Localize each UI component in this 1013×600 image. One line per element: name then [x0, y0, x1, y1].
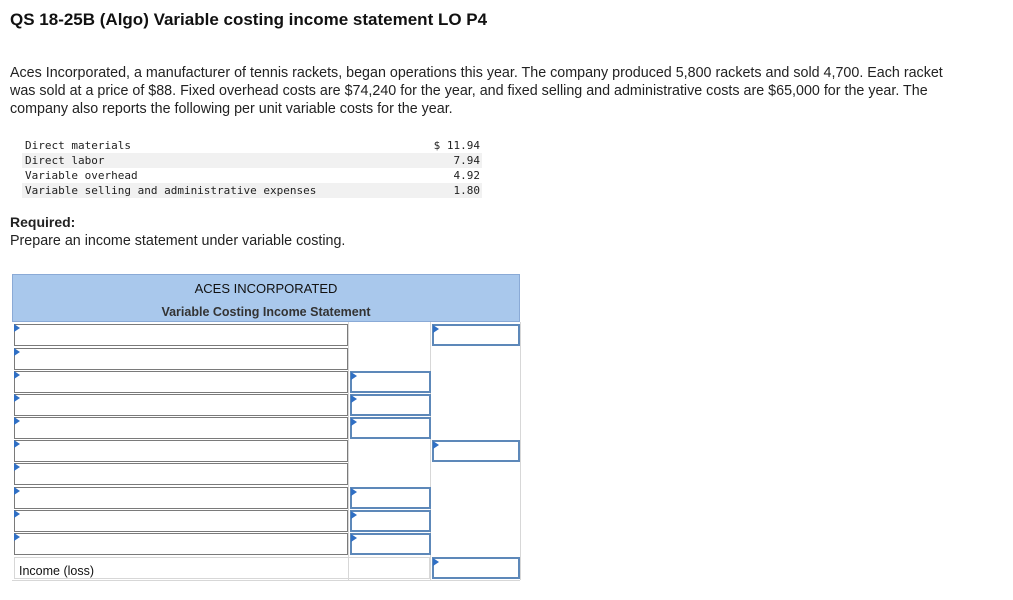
input-flag-icon [14, 533, 20, 541]
input-flag-icon [433, 325, 439, 333]
input-flag-icon [14, 487, 20, 495]
input-flag-icon [351, 418, 357, 426]
label-input[interactable] [14, 394, 348, 416]
cost-row: Variable selling and administrative expe… [22, 183, 482, 198]
grid-divider [348, 322, 349, 580]
input-flag-icon [14, 463, 20, 471]
required-text: Prepare an income statement under variab… [10, 233, 346, 249]
grid-divider [430, 322, 431, 580]
amount-input[interactable] [350, 417, 431, 439]
statement-header: ACES INCORPORATED Variable Costing Incom… [12, 274, 520, 322]
cost-row: Direct labor 7.94 [22, 153, 482, 168]
cost-label: Variable overhead [25, 169, 138, 182]
income-statement-form: ACES INCORPORATED Variable Costing Incom… [12, 274, 522, 582]
amount-input[interactable] [350, 371, 431, 393]
grid-divider [520, 322, 521, 580]
amount-input[interactable] [432, 324, 520, 346]
input-flag-icon [351, 395, 357, 403]
input-flag-icon [14, 394, 20, 402]
label-input[interactable] [14, 440, 348, 462]
input-flag-icon [433, 558, 439, 566]
problem-description: Aces Incorporated, a manufacturer of ten… [10, 65, 943, 117]
label-input[interactable] [14, 371, 348, 393]
cost-value: $ 11.94 [433, 139, 480, 152]
cost-label: Direct labor [25, 154, 105, 167]
amount-input[interactable] [432, 440, 520, 462]
input-flag-icon [351, 372, 357, 380]
grid-divider [12, 580, 520, 581]
income-amount-input[interactable] [432, 557, 520, 579]
label-input[interactable] [14, 463, 348, 485]
amount-input[interactable] [350, 533, 431, 555]
label-input[interactable] [14, 324, 348, 346]
input-flag-icon [351, 534, 357, 542]
amount-input[interactable] [350, 394, 431, 416]
unit-cost-table: Direct materials $ 11.94 Direct labor 7.… [22, 138, 482, 198]
company-name: ACES INCORPORATED [194, 281, 338, 296]
cost-value: 7.94 [453, 154, 481, 167]
cost-row: Direct materials $ 11.94 [22, 138, 482, 153]
input-flag-icon [351, 488, 357, 496]
label-input[interactable] [14, 348, 348, 370]
label-input[interactable] [14, 510, 348, 532]
amount-input[interactable] [350, 487, 431, 509]
cost-label: Variable selling and administrative expe… [25, 184, 317, 197]
cost-row: Variable overhead 4.92 [22, 168, 482, 183]
input-flag-icon [14, 417, 20, 425]
label-input[interactable] [14, 487, 348, 509]
cost-value: 4.92 [453, 169, 481, 182]
page-title: QS 18-25B (Algo) Variable costing income… [10, 10, 488, 29]
income-row: Income (loss) [14, 557, 430, 579]
cost-label: Direct materials [25, 139, 131, 152]
input-flag-icon [14, 348, 20, 356]
input-flag-icon [351, 511, 357, 519]
input-flag-icon [14, 510, 20, 518]
label-input[interactable] [14, 417, 348, 439]
income-label: Income (loss) [19, 564, 95, 578]
cost-value: 1.80 [453, 184, 481, 197]
label-input[interactable] [14, 533, 348, 555]
amount-input[interactable] [350, 510, 431, 532]
input-flag-icon [14, 371, 20, 379]
statement-name: Variable Costing Income Statement [161, 305, 371, 319]
required-label: Required: [10, 214, 76, 230]
input-flag-icon [14, 440, 20, 448]
input-flag-icon [433, 441, 439, 449]
input-flag-icon [14, 324, 20, 332]
